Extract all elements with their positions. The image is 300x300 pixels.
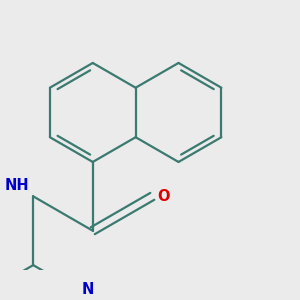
Text: O: O <box>157 189 169 204</box>
Text: NH: NH <box>5 178 30 193</box>
Text: N: N <box>82 282 94 297</box>
